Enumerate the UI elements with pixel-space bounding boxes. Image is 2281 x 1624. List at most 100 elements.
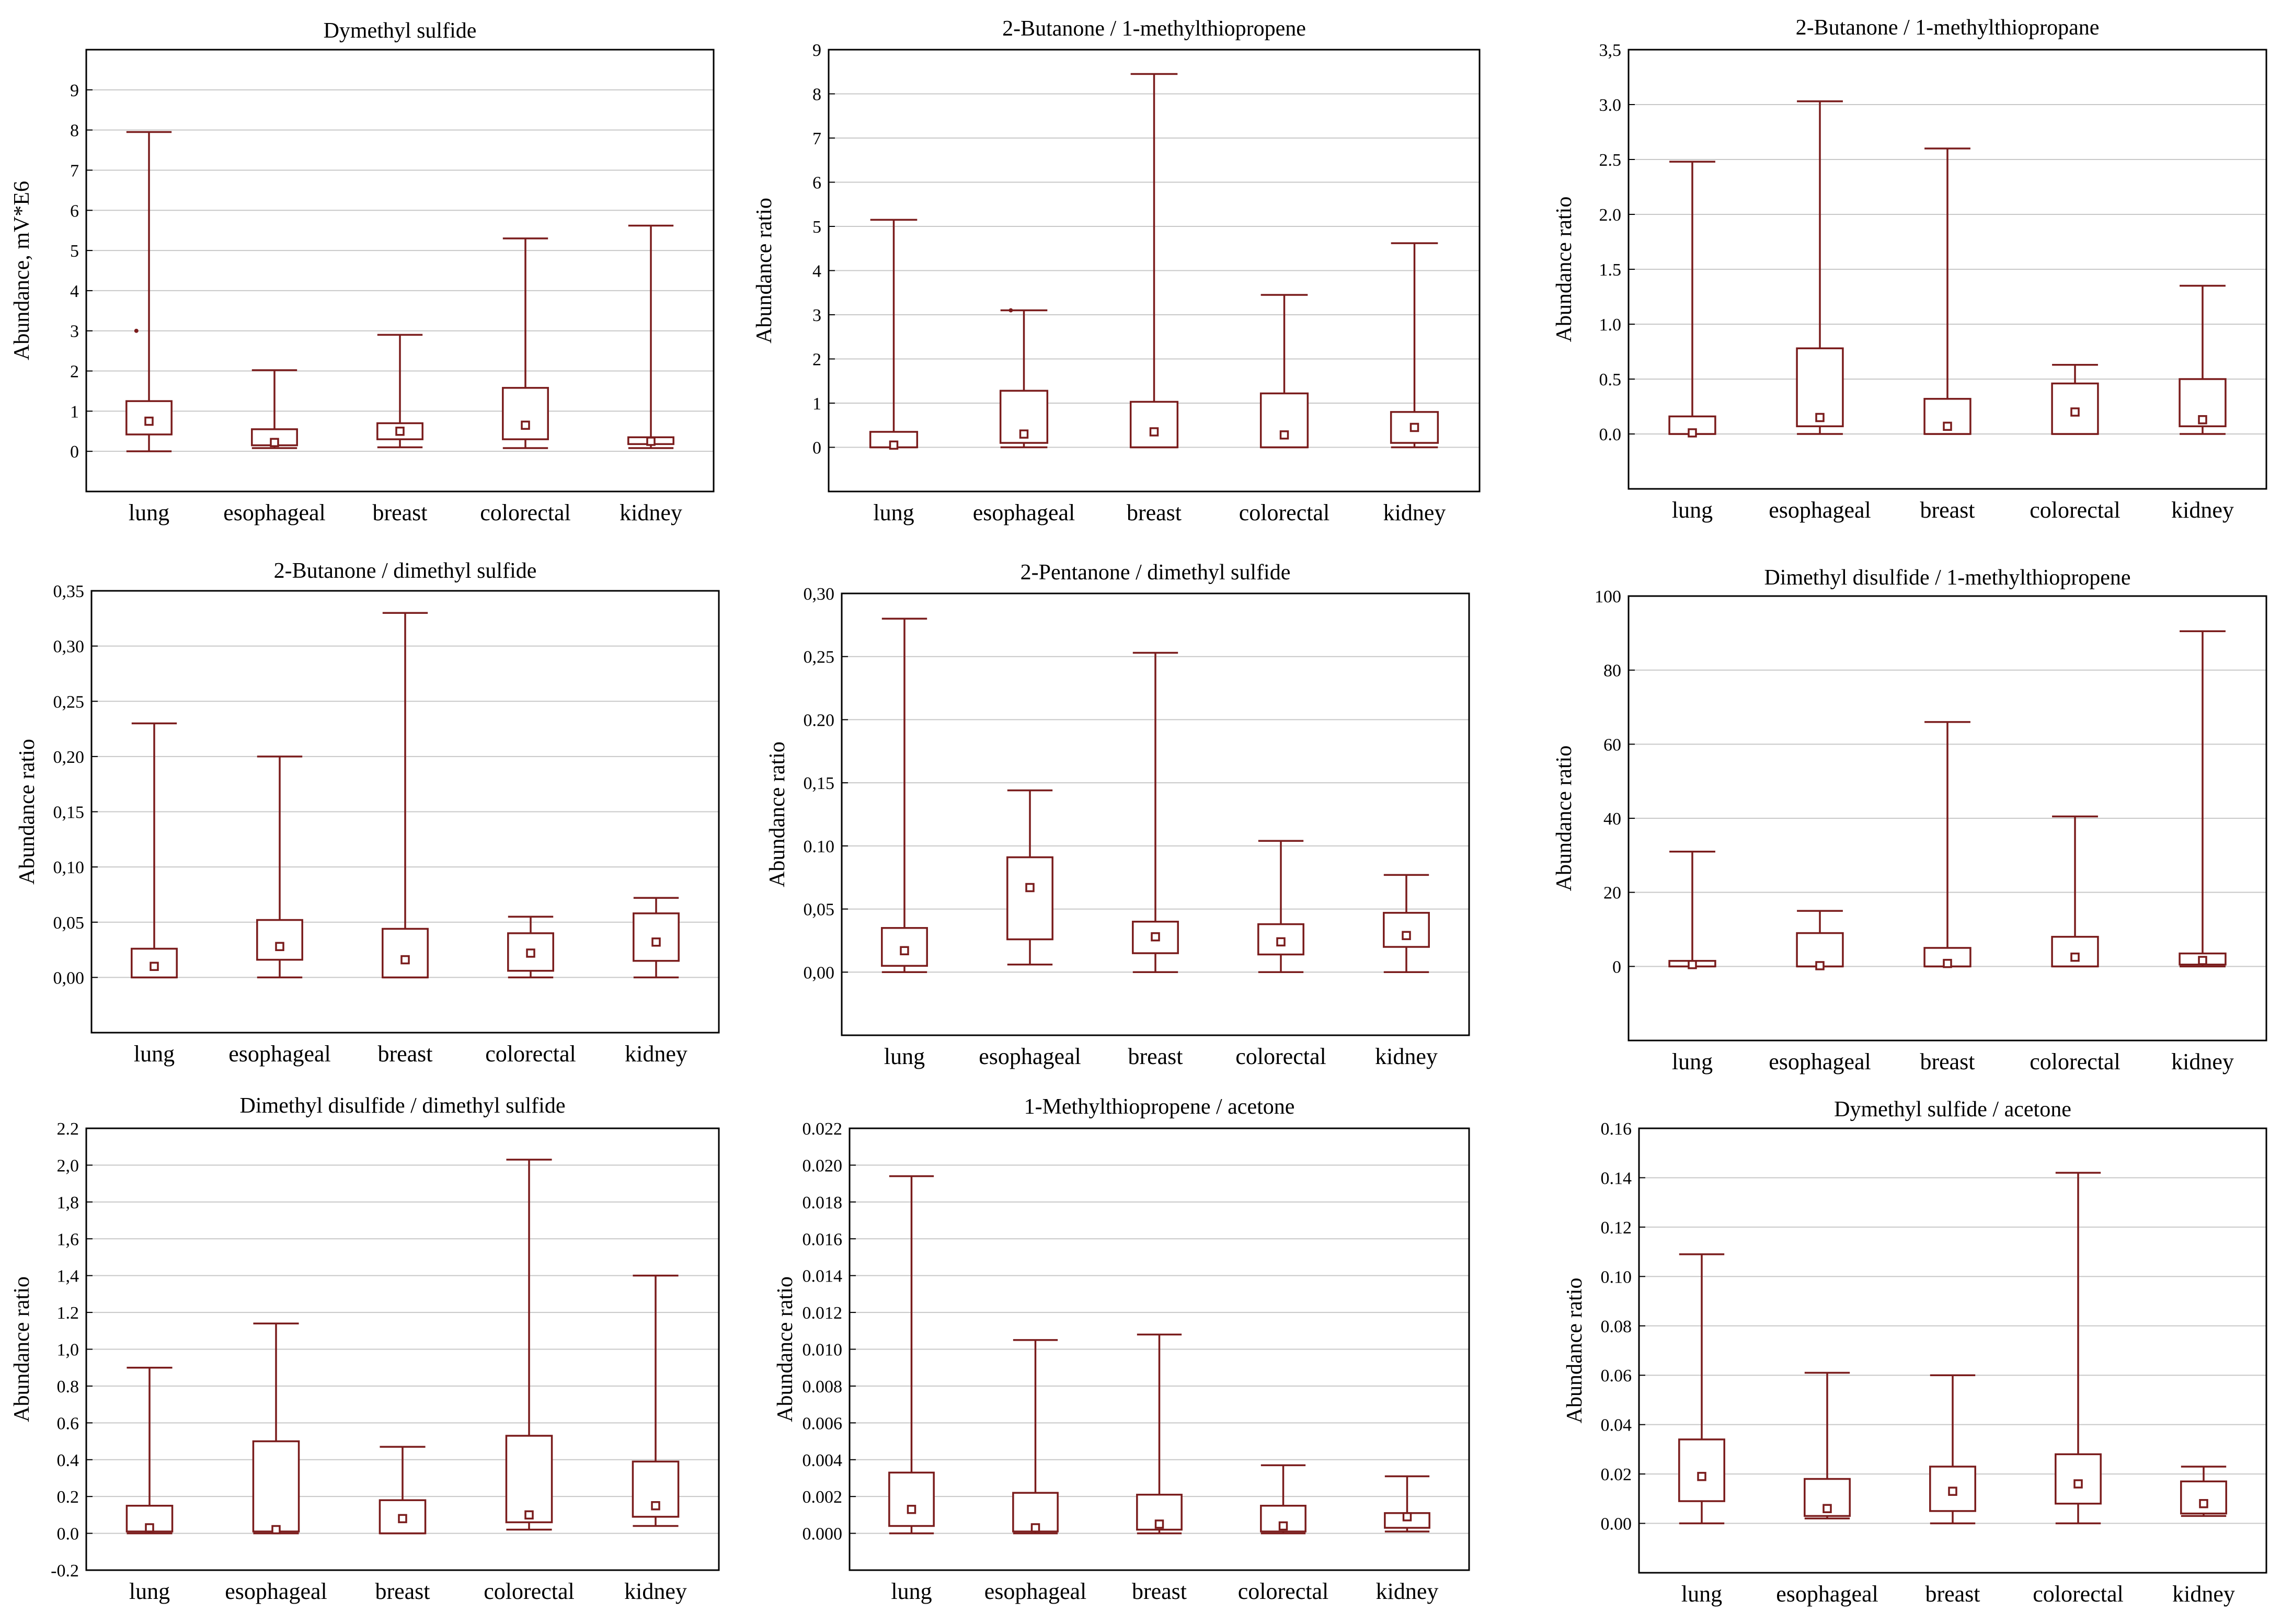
x-category-label: breast — [377, 1041, 432, 1067]
mean-marker — [2199, 1499, 2208, 1508]
box-esophageal — [1012, 1339, 1059, 1535]
mean-marker — [1822, 1504, 1832, 1513]
box-esophageal — [1804, 1371, 1851, 1519]
mean-marker — [1815, 413, 1825, 422]
outlier-point — [134, 328, 139, 333]
y-tick-label: 3,5 — [1599, 41, 1622, 60]
box-kidney — [633, 897, 680, 979]
box-lung — [1668, 851, 1716, 969]
x-category-label: colorectal — [2033, 1581, 2123, 1607]
box-breast — [379, 1446, 427, 1535]
y-tick-label: 9 — [812, 41, 821, 60]
mean-marker — [900, 946, 909, 955]
plot-frame — [85, 49, 715, 493]
y-tick-label: 0 — [1612, 957, 1621, 977]
x-category-label: lung — [1672, 497, 1713, 523]
y-tick-label: 0,05 — [804, 900, 835, 920]
y-tick-label: 0.16 — [1601, 1119, 1632, 1139]
y-tick-label: 0,05 — [53, 913, 85, 933]
mean-marker — [1943, 421, 1952, 431]
plot-frame — [849, 1127, 1470, 1571]
y-tick-label: 1.0 — [1599, 315, 1622, 335]
x-category-label: kidney — [1375, 1044, 1438, 1069]
chart-panel-6: Dimethyl disulfide / 1-methylthiopropene… — [1552, 566, 2267, 1074]
x-category-label: esophageal — [973, 500, 1075, 525]
mean-marker — [1815, 961, 1825, 970]
x-category-label: colorectal — [2030, 497, 2120, 523]
x-category-label: esophageal — [979, 1044, 1081, 1069]
y-tick-label: 0.008 — [803, 1377, 843, 1397]
box-colorectal — [2051, 363, 2099, 435]
y-tick-label: 9 — [70, 81, 79, 100]
box-colorectal — [1257, 840, 1304, 974]
mean-marker — [1151, 932, 1160, 942]
box-lung — [869, 219, 919, 450]
box-lung — [131, 722, 178, 979]
box-colorectal — [507, 916, 554, 979]
box-kidney — [2179, 284, 2227, 435]
mean-marker — [150, 962, 159, 971]
plot-frame — [90, 590, 720, 1034]
y-tick-label: 1,4 — [57, 1267, 79, 1286]
mean-marker — [1943, 958, 1952, 968]
y-tick-label: 0.20 — [804, 711, 835, 730]
iqr-box — [1678, 1438, 1725, 1502]
mean-marker — [1402, 931, 1411, 941]
iqr-box — [1796, 347, 1844, 428]
y-tick-label: 2.2 — [57, 1119, 79, 1139]
box-lung — [881, 617, 928, 974]
y-tick-label: 3 — [70, 322, 79, 341]
box-esophageal — [1006, 789, 1053, 966]
chart-title: Dimethyl disulfide / 1-methylthiopropene — [1764, 566, 2130, 590]
y-tick-label: 0,15 — [804, 774, 835, 793]
box-kidney — [2179, 630, 2227, 968]
chart-panel-7: Dimethyl disulfide / dimethyl sulfide Abu… — [10, 1094, 720, 1604]
y-axis-label: Abundance ratio — [1552, 197, 1576, 342]
x-category-label: kidney — [1376, 1579, 1439, 1604]
y-tick-label: 0.020 — [803, 1156, 843, 1175]
box-breast — [1136, 1333, 1183, 1535]
x-category-label: kidney — [624, 1579, 687, 1604]
x-category-label: esophageal — [1769, 1049, 1871, 1074]
box-colorectal — [2051, 815, 2099, 968]
y-tick-label: 7 — [812, 129, 821, 148]
iqr-box — [1132, 920, 1179, 954]
y-tick-label: 0.04 — [1601, 1416, 1632, 1435]
x-category-label: breast — [372, 500, 427, 525]
y-tick-label: 6 — [812, 174, 821, 193]
chart-title: 2-Butanone / dimethyl sulfide — [274, 559, 537, 583]
x-category-label: kidney — [620, 500, 682, 525]
mean-marker — [1688, 428, 1697, 438]
x-category-label: breast — [1132, 1579, 1187, 1604]
box-lung — [125, 1366, 174, 1535]
x-category-label: colorectal — [1238, 1579, 1328, 1604]
mean-marker — [1278, 1521, 1288, 1531]
y-axis-label: Abundance ratio — [10, 1276, 34, 1422]
iqr-box — [1129, 401, 1179, 449]
y-tick-label: 0.014 — [803, 1267, 843, 1286]
mean-marker — [1279, 430, 1289, 440]
iqr-box — [505, 1435, 553, 1524]
x-category-label: kidney — [1383, 500, 1446, 525]
mean-marker — [524, 1510, 534, 1520]
y-tick-label: 0.002 — [803, 1488, 843, 1507]
mean-marker — [1948, 1486, 1957, 1496]
x-category-label: breast — [1920, 497, 1975, 523]
box-breast — [376, 334, 423, 449]
x-category-label: breast — [375, 1579, 430, 1604]
y-tick-label: 60 — [1603, 735, 1621, 754]
box-esophageal — [999, 309, 1049, 449]
chart-panel-1: Dymethyl sulfide Abundance, mV*E6 0 1 2 3 4 5 6 7… — [10, 19, 715, 525]
iqr-box — [2055, 1453, 2102, 1505]
plot-frame — [1638, 1127, 2267, 1574]
y-tick-label: 0.5 — [1599, 370, 1622, 390]
x-category-label: kidney — [625, 1041, 687, 1067]
box-breast — [1129, 73, 1179, 449]
plot-frame — [841, 592, 1470, 1036]
y-tick-label: 0.12 — [1601, 1218, 1632, 1238]
y-tick-label: 8 — [70, 121, 79, 141]
mean-marker — [1149, 427, 1159, 437]
mean-marker — [1697, 1472, 1706, 1481]
y-tick-label: 0,15 — [53, 803, 85, 822]
y-tick-label: 2,0 — [57, 1156, 79, 1175]
